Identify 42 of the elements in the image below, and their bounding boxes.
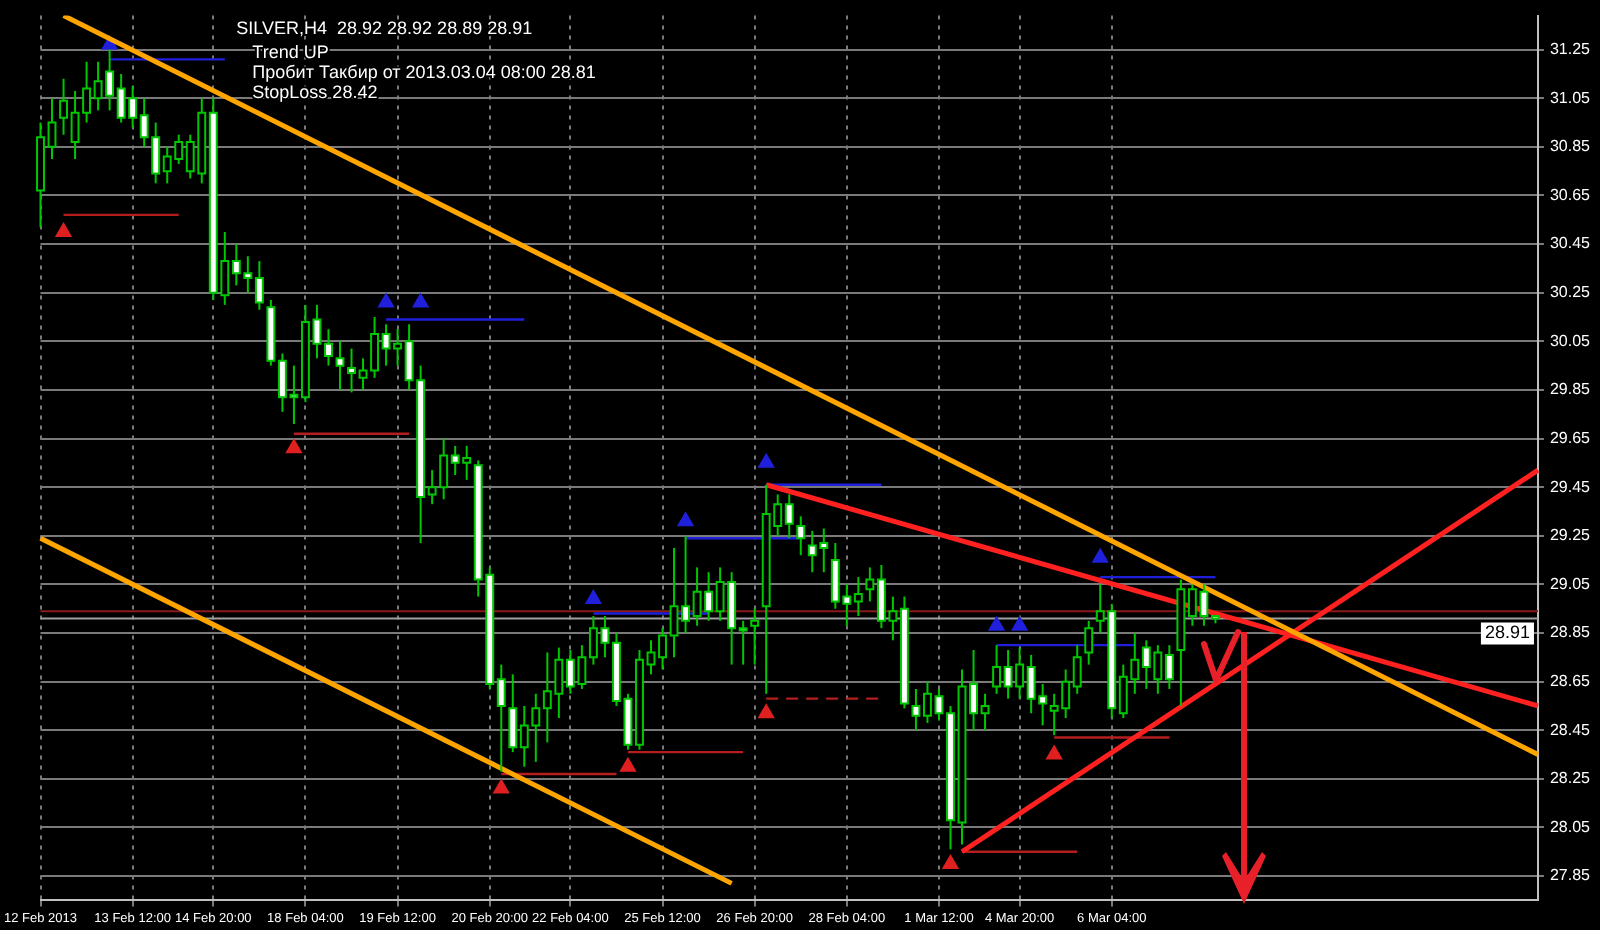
y-tick-label: 29.85 bbox=[1549, 380, 1592, 399]
y-tick-label: 30.45 bbox=[1549, 234, 1592, 253]
y-tick-label: 30.85 bbox=[1549, 137, 1592, 156]
y-tick-label: 29.05 bbox=[1549, 574, 1592, 593]
y-tick-label: 31.25 bbox=[1549, 40, 1592, 59]
point bbox=[585, 589, 602, 604]
y-tick-label: 31.05 bbox=[1549, 88, 1592, 107]
point bbox=[942, 854, 959, 869]
candlestick bbox=[796, 515, 806, 557]
annotation: Пробит Такбир от 2013.03.04 08:00 28.81 bbox=[252, 61, 596, 82]
y-tick-label: 28.65 bbox=[1549, 672, 1592, 691]
point bbox=[1092, 548, 1109, 563]
point bbox=[758, 704, 775, 719]
point bbox=[1046, 745, 1063, 760]
y-tick-label: 29.65 bbox=[1549, 428, 1592, 447]
point bbox=[412, 293, 429, 308]
point bbox=[1011, 616, 1028, 631]
y-tick-label: 27.85 bbox=[1549, 866, 1592, 885]
point bbox=[677, 512, 694, 527]
y-tick-label: 30.25 bbox=[1549, 283, 1592, 302]
y-tick-label: 30.05 bbox=[1549, 331, 1592, 350]
annotation: StopLoss 28.42 bbox=[252, 81, 378, 102]
chart-title: SILVER,H4 28.92 28.92 28.89 28.91 bbox=[236, 17, 533, 38]
point bbox=[493, 779, 510, 794]
point bbox=[620, 757, 636, 772]
candlestick bbox=[750, 607, 760, 666]
ref-line-label: 28.91 bbox=[1484, 622, 1530, 643]
y-tick-label: 28.25 bbox=[1549, 769, 1592, 788]
annotation: Trend UP bbox=[252, 41, 329, 62]
point bbox=[988, 616, 1005, 631]
y-tick-label: 29.25 bbox=[1549, 526, 1592, 545]
y-tick-label: 28.85 bbox=[1549, 623, 1592, 642]
y-tick-label: 30.65 bbox=[1549, 185, 1592, 204]
candlestick bbox=[335, 340, 345, 391]
point bbox=[285, 439, 302, 454]
point bbox=[55, 222, 72, 237]
y-tick-label: 28.05 bbox=[1549, 817, 1592, 836]
point bbox=[758, 453, 775, 468]
y-tick-label: 29.45 bbox=[1549, 477, 1592, 496]
candlestick bbox=[1084, 619, 1094, 666]
point bbox=[378, 293, 394, 308]
y-tick-label: 28.45 bbox=[1549, 720, 1592, 739]
